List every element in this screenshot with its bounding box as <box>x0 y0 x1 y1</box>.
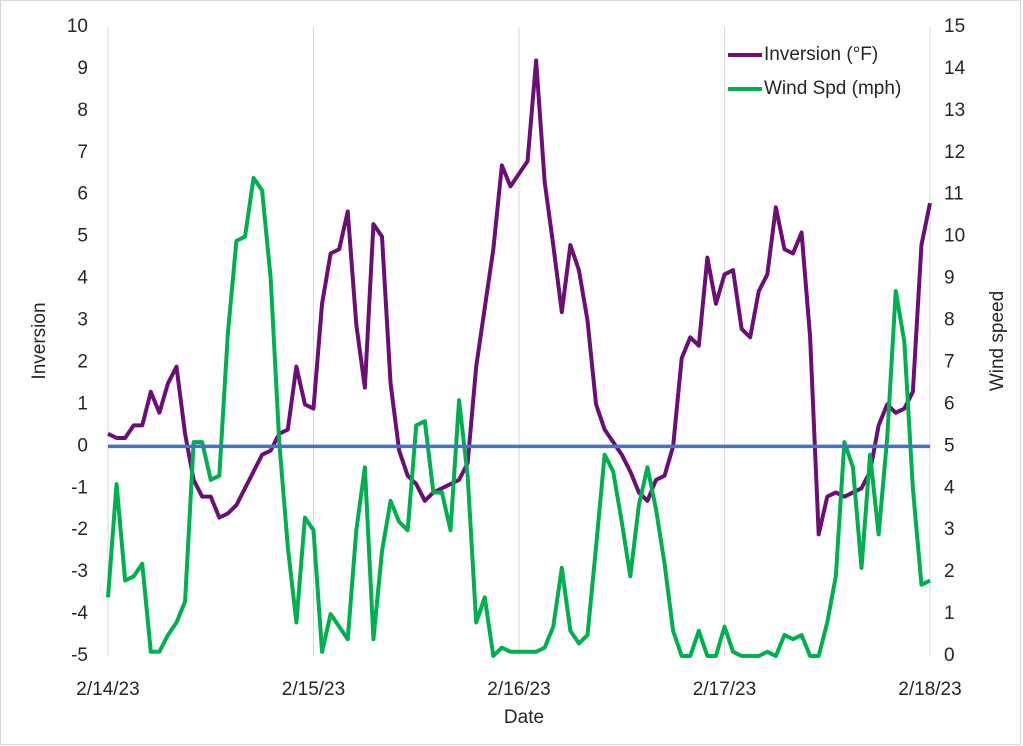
y-tick-label: 10 <box>67 16 88 37</box>
x-tick-label: 2/18/23 <box>898 679 961 700</box>
y2-tick-label: 10 <box>944 226 965 247</box>
y-tick-label: 8 <box>77 100 88 121</box>
x-axis-title: Date <box>504 707 544 728</box>
y-tick-label: 0 <box>77 435 88 456</box>
x-tick-label: 2/16/23 <box>487 679 550 700</box>
y2-tick-label: 12 <box>944 142 965 163</box>
y-tick-label: -1 <box>71 477 88 498</box>
y2-tick-label: 0 <box>944 645 955 666</box>
y2-tick-label: 14 <box>944 58 966 79</box>
y-tick-label: 1 <box>77 393 88 414</box>
y-tick-label: 6 <box>77 184 88 205</box>
y2-tick-label: 4 <box>944 477 955 498</box>
y-tick-label: 2 <box>77 351 88 372</box>
y-tick-label: 9 <box>77 58 88 79</box>
y-tick-label: -4 <box>71 603 88 624</box>
y2-tick-label: 9 <box>944 268 955 289</box>
legend-label: Inversion (°F) <box>764 44 878 65</box>
y2-tick-label: 11 <box>944 184 964 205</box>
y2-tick-label: 6 <box>944 393 955 414</box>
y-tick-label: 7 <box>77 142 88 163</box>
y-tick-label: 4 <box>77 268 88 289</box>
y-tick-label: 3 <box>77 310 88 331</box>
y2-tick-label: 15 <box>944 16 965 37</box>
y-tick-label: -3 <box>71 561 88 582</box>
x-tick-label: 2/14/23 <box>76 679 139 700</box>
y2-tick-label: 7 <box>944 351 955 372</box>
y2-tick-label: 5 <box>944 435 955 456</box>
x-tick-label: 2/15/23 <box>282 679 345 700</box>
y-tick-label: -2 <box>71 519 88 540</box>
y2-tick-label: 2 <box>944 561 955 582</box>
legend-label: Wind Spd (mph) <box>764 78 901 99</box>
y2-tick-label: 13 <box>944 100 965 121</box>
x-tick-label: 2/17/23 <box>693 679 756 700</box>
y2-axis-title: Wind speed <box>987 291 1008 391</box>
series-line <box>106 175 931 658</box>
series-line <box>107 58 932 537</box>
y2-tick-label: 3 <box>944 519 955 540</box>
y2-tick-label: 8 <box>944 310 955 331</box>
y-tick-label: 5 <box>77 226 88 247</box>
y2-tick-label: 1 <box>944 603 955 624</box>
y-axis-title: Inversion <box>29 302 50 379</box>
y-tick-label: -5 <box>71 645 88 666</box>
